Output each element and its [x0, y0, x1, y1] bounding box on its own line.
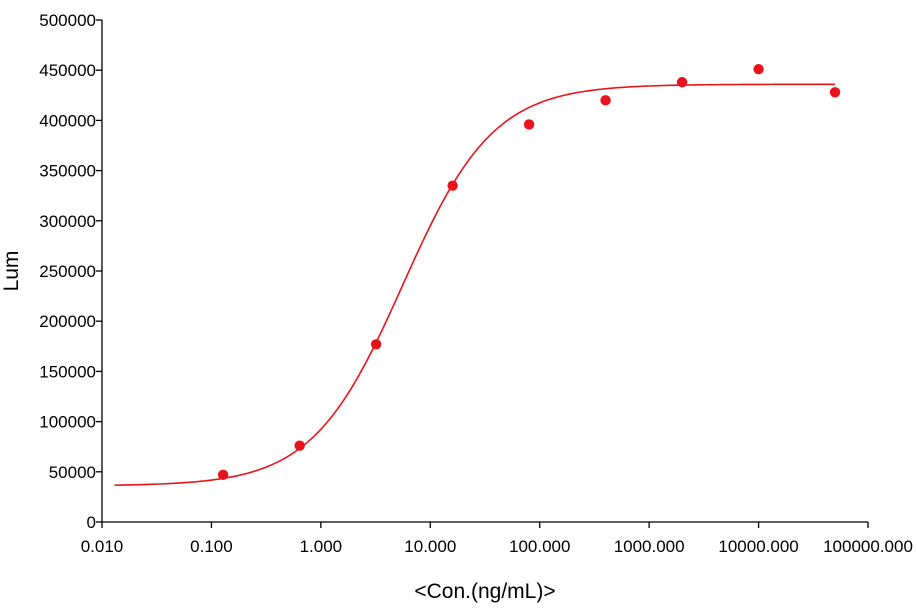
y-tick-label: 100000	[39, 413, 96, 432]
data-point	[217, 469, 229, 481]
data-point	[447, 180, 458, 191]
x-tick-label: 1000.000	[614, 537, 685, 556]
data-point	[676, 77, 688, 88]
data-point	[753, 63, 764, 75]
fit-curve-line	[114, 83, 836, 486]
x-tick-label: 0.100	[190, 537, 233, 556]
y-tick-label: 150000	[39, 362, 96, 381]
y-axis: 0 50000 100000 150000 200000 250000 300000 3500…	[39, 11, 103, 532]
x-tick-label: 100.000	[509, 537, 570, 556]
y-tick-label: 50000	[49, 463, 96, 482]
x-tick-label: 10000.000	[718, 537, 798, 556]
y-tick-label: 250000	[39, 262, 96, 281]
x-axis-title: <Con.(ng/mL)>	[414, 580, 555, 603]
y-tick-label: 500000	[39, 11, 96, 30]
y-tick-label: 400000	[39, 111, 96, 130]
x-axis: 0.010 0.100 1.000 10.000 100.000 1000.000 1000…	[81, 521, 913, 556]
x-tick-label: 0.010	[81, 537, 124, 556]
y-tick-label: 0	[87, 513, 96, 532]
x-tick-label: 10.000	[404, 537, 456, 556]
x-tick-label: 1.000	[300, 537, 343, 556]
data-points-layer	[217, 63, 841, 481]
data-point	[600, 95, 611, 106]
data-point	[370, 339, 382, 350]
y-tick-label: 450000	[39, 61, 96, 80]
data-point	[294, 440, 305, 451]
data-point	[829, 87, 841, 98]
y-axis-title: Lum	[0, 251, 23, 292]
fit-curve-layer	[114, 83, 836, 486]
y-tick-label: 200000	[39, 312, 96, 331]
y-tick-label: 350000	[39, 162, 96, 181]
y-tick-label: 300000	[39, 212, 96, 231]
x-tick-label: 100000.000	[823, 537, 913, 556]
data-point	[523, 119, 535, 130]
